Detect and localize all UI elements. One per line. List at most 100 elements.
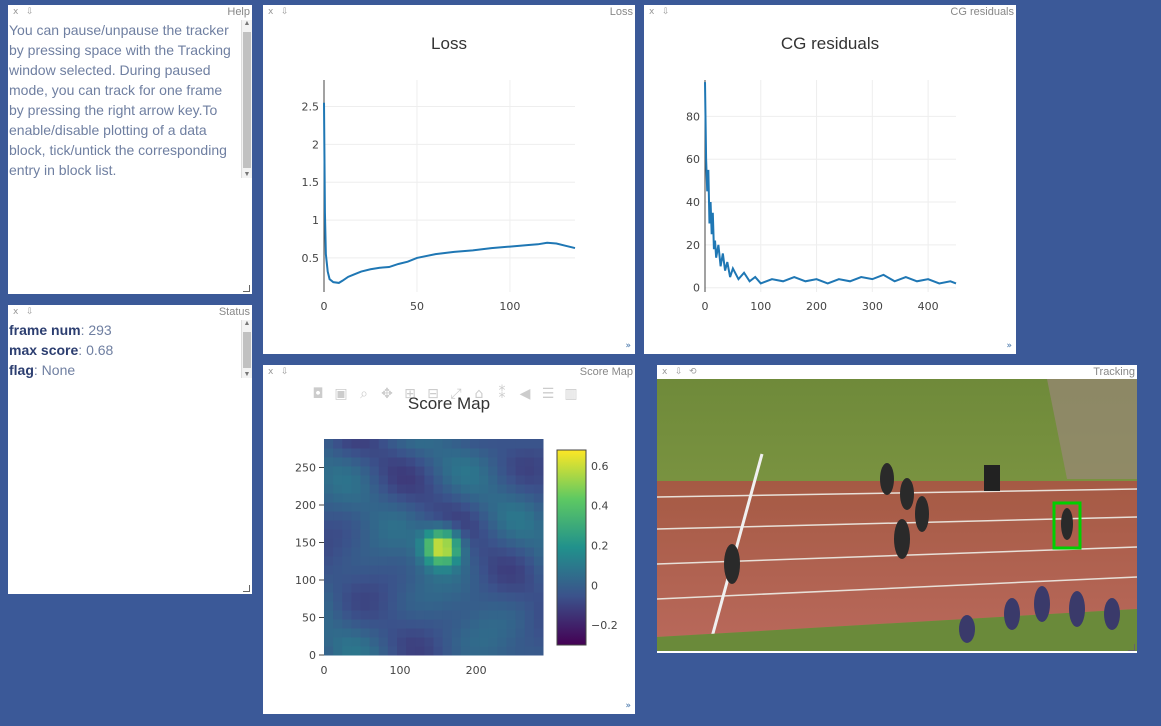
cg-residuals-plot[interactable]: 0 100 200 300 400 0 20 40 60 80 <box>644 5 1016 354</box>
scroll-down-icon[interactable]: ▼ <box>243 371 251 378</box>
heatmap-cell <box>524 457 535 467</box>
download-icon[interactable]: ⇩ <box>281 7 289 17</box>
save-icon[interactable]: ▣ <box>334 386 348 402</box>
plotly-logo-icon[interactable]: ▥ <box>564 386 578 402</box>
heatmap-cell <box>333 502 343 512</box>
hover-compare-icon[interactable]: ☰ <box>541 386 555 402</box>
close-icon[interactable]: x <box>13 7 19 17</box>
tracking-pane-titlebar[interactable]: x ⇩ ⟲ Tracking <box>657 365 1137 381</box>
loss-pane-titlebar[interactable]: x ⇩ Loss <box>263 5 635 21</box>
score-pane-title: Score Map <box>579 366 633 378</box>
heatmap-cell <box>479 646 489 656</box>
heatmap-cell <box>333 538 343 548</box>
heatmap-cell <box>397 520 407 530</box>
heatmap-cell <box>397 475 407 485</box>
scroll-up-icon[interactable]: ▲ <box>243 320 251 327</box>
close-icon[interactable]: x <box>268 7 274 17</box>
heatmap-cell <box>460 601 471 611</box>
heatmap-cell <box>333 628 343 638</box>
help-scrollbar[interactable]: ▲ ▼ <box>241 20 252 178</box>
autoscale-icon[interactable]: ⤢ <box>450 386 462 402</box>
heatmap-cell <box>506 592 517 602</box>
heatmap-cell <box>442 574 453 584</box>
reset-icon[interactable]: ⟲ <box>689 367 697 377</box>
heatmap-cell <box>351 502 361 512</box>
heatmap-cell <box>470 574 480 584</box>
heatmap-cell <box>488 511 498 521</box>
camera-icon[interactable]: ◘ <box>312 386 324 402</box>
close-icon[interactable]: x <box>662 367 668 377</box>
stands <box>1047 379 1137 479</box>
pan-icon[interactable]: ✥ <box>381 386 393 402</box>
expand-icon[interactable]: » <box>625 341 631 351</box>
heatmap-cell <box>488 610 498 620</box>
heatmap-cell <box>324 502 334 512</box>
spike-icon[interactable]: ⁑ <box>498 386 506 402</box>
download-icon[interactable]: ⇩ <box>675 367 683 377</box>
heatmap-cell <box>397 466 407 476</box>
heatmap-cell <box>342 583 352 593</box>
status-scrollbar[interactable]: ▲ ▼ <box>241 320 252 378</box>
loss-plot[interactable]: 0 50 100 0.5 1 1.5 2 2.5 <box>263 5 635 354</box>
cg-pane-titlebar[interactable]: x ⇩ CG residuals <box>644 5 1016 21</box>
zoom-icon[interactable]: ⌕ <box>360 386 368 402</box>
scroll-down-icon[interactable]: ▼ <box>243 171 251 178</box>
download-icon[interactable]: ⇩ <box>26 307 34 317</box>
zoom-out-icon[interactable]: ⊟ <box>427 386 439 402</box>
heatmap-cell <box>442 610 453 620</box>
close-icon[interactable]: x <box>13 307 19 317</box>
heatmap-cell <box>369 484 380 494</box>
resize-handle[interactable] <box>1128 644 1135 651</box>
heatmap-cell <box>324 556 334 566</box>
heatmap-cell <box>533 601 544 611</box>
score-pane-titlebar[interactable]: x ⇩ Score Map <box>263 365 635 381</box>
heatmap-cell <box>479 475 489 485</box>
resize-handle[interactable] <box>243 285 250 292</box>
heatmap-cell <box>488 439 498 449</box>
finish-line <box>710 453 764 638</box>
heatmap-cell <box>524 628 535 638</box>
x-tick-label: 300 <box>862 300 883 313</box>
heatmap-cell <box>533 646 544 656</box>
expand-icon[interactable]: » <box>625 701 631 711</box>
score-map-plot[interactable]: 0 100 200 0 50 100 150 200 250 0.6 0.4 0.2 0 −0.2 <box>263 365 635 714</box>
heatmap-cell <box>506 583 517 593</box>
expand-icon[interactable]: » <box>1006 341 1012 351</box>
heatmap-cell <box>397 538 407 548</box>
heatmap-cell <box>488 520 498 530</box>
hover-closest-icon[interactable]: ◀ <box>519 386 531 402</box>
status-pane-titlebar[interactable]: x ⇩ Status <box>8 305 252 321</box>
heatmap-cell <box>470 592 480 602</box>
scroll-thumb[interactable] <box>243 332 251 368</box>
heatmap-cell <box>479 583 489 593</box>
zoom-in-icon[interactable]: ⊞ <box>404 386 416 402</box>
heatmap-cell <box>442 556 453 566</box>
home-icon[interactable]: ⌂ <box>474 386 484 402</box>
heatmap-cell <box>369 646 380 656</box>
heatmap-cell <box>442 619 453 629</box>
help-pane-titlebar[interactable]: x ⇩ Help <box>8 5 252 21</box>
heatmap-cell <box>360 466 371 476</box>
heatmap-cell <box>378 556 389 566</box>
scroll-thumb[interactable] <box>243 32 251 168</box>
scroll-up-icon[interactable]: ▲ <box>243 20 251 27</box>
heatmap-cell <box>442 628 453 638</box>
heatmap-cell <box>451 439 462 449</box>
close-icon[interactable]: x <box>649 7 655 17</box>
tracking-frame[interactable] <box>657 379 1137 651</box>
y-tick-label: 60 <box>686 153 700 166</box>
heatmap-cell <box>524 502 535 512</box>
resize-handle[interactable] <box>243 585 250 592</box>
download-icon[interactable]: ⇩ <box>281 367 289 377</box>
download-icon[interactable]: ⇩ <box>26 7 34 17</box>
heatmap-cell <box>524 592 535 602</box>
close-icon[interactable]: x <box>268 367 274 377</box>
colorbar <box>556 449 587 646</box>
heatmap-cell <box>351 637 361 647</box>
heatmap-cell <box>415 583 425 593</box>
heatmap-cell <box>479 565 489 575</box>
heatmap-cell <box>533 628 544 638</box>
download-icon[interactable]: ⇩ <box>662 7 670 17</box>
heatmap-cell <box>378 493 389 503</box>
heatmap-cell <box>506 574 517 584</box>
